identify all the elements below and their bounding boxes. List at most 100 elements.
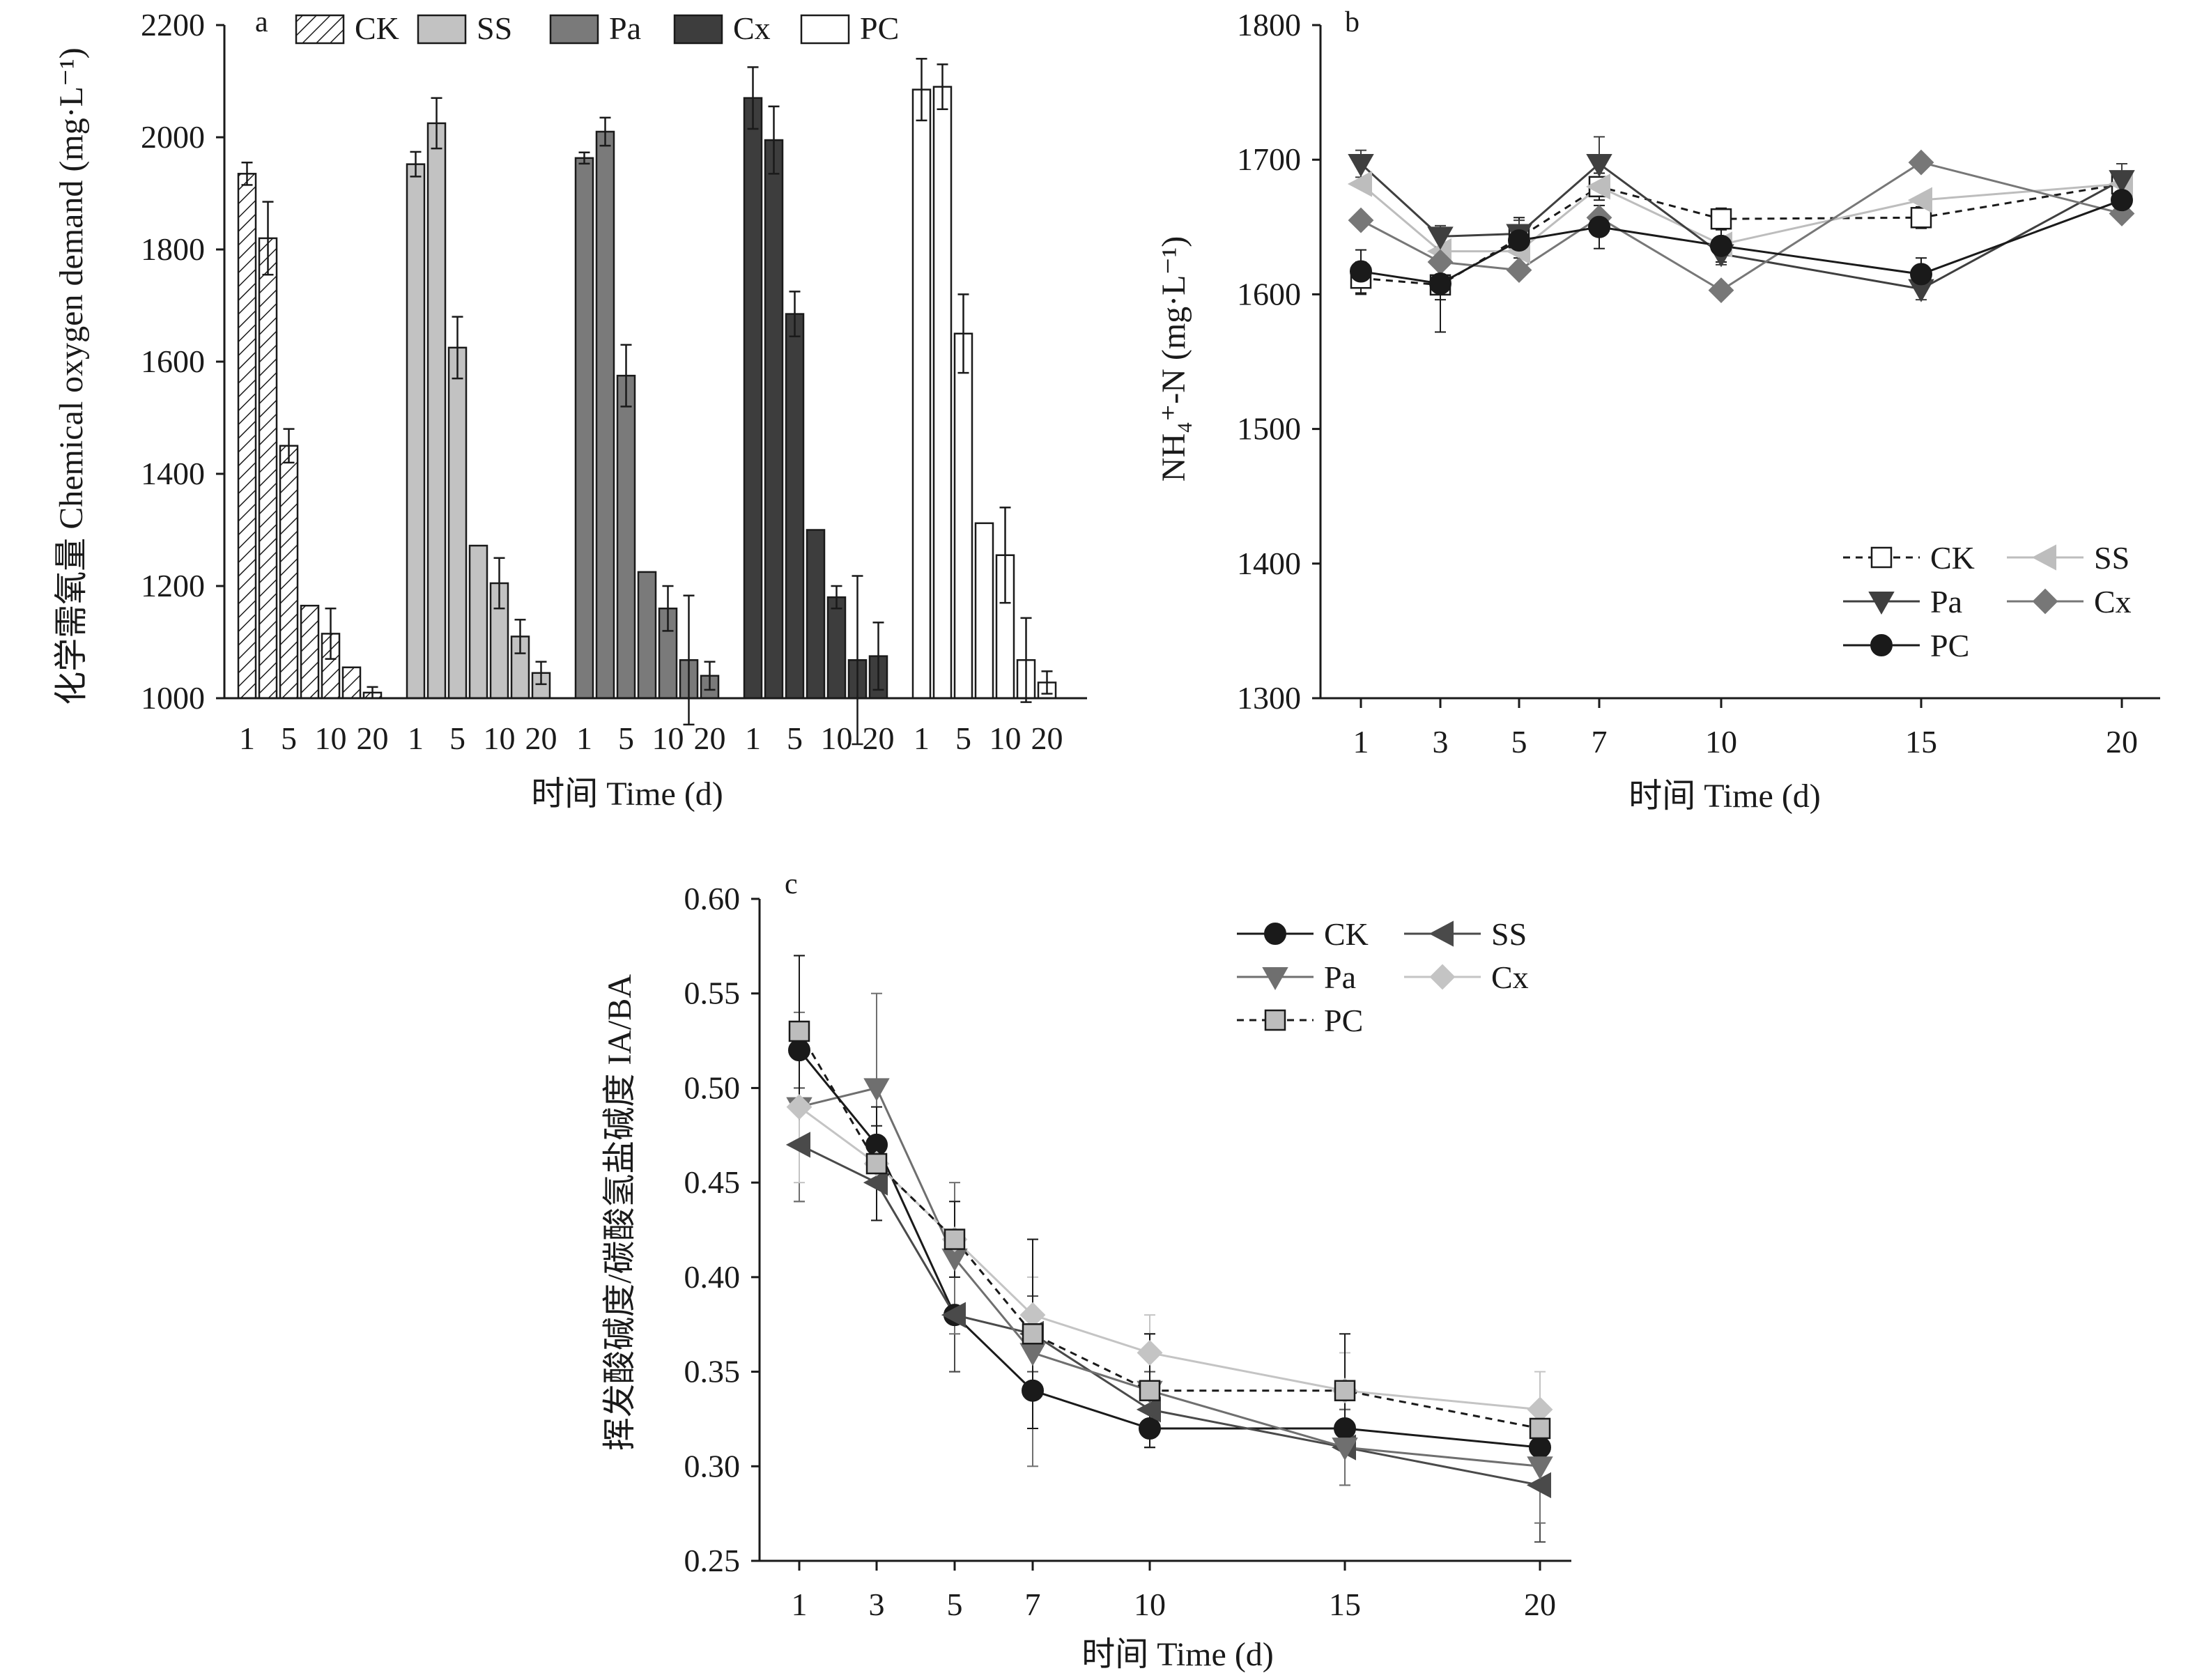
panel-b-x-tick-label: 1 bbox=[1353, 724, 1369, 760]
panel-a-x-tick-label: 10 bbox=[989, 720, 1022, 756]
panel-c-series bbox=[785, 955, 1553, 1543]
panel-c-point bbox=[785, 1132, 810, 1158]
panel-c-point bbox=[1526, 1472, 1551, 1499]
panel-c-point bbox=[1334, 1417, 1356, 1440]
panel-c-legend-marker bbox=[1428, 920, 1454, 947]
panel-a-legend: CK SS Pa Cx PC bbox=[295, 10, 899, 46]
panel-c-xlabel: 时间 Time (d) bbox=[1081, 1636, 1274, 1673]
panel-a-x-tick-label: 1 bbox=[239, 720, 255, 756]
panel-a-bar bbox=[953, 332, 973, 700]
panel-c-point bbox=[788, 1039, 810, 1062]
panel-c-x-tick-label: 10 bbox=[1134, 1587, 1166, 1622]
panel-a-bar bbox=[237, 173, 257, 700]
panel-a-y-tick-label: 2200 bbox=[141, 7, 205, 43]
panel-c-x-ticks: 1 3 5 7 10 15 20 bbox=[792, 1561, 1556, 1622]
panel-a-bar bbox=[785, 313, 805, 700]
panel-c-legend-marker bbox=[1262, 967, 1288, 991]
panel-b-x-ticks: 1 3 5 7 10 15 20 bbox=[1353, 698, 2138, 760]
panel-b-ylabel-text: NH₄⁺-N (mg·L⁻¹) bbox=[1155, 236, 1192, 481]
panel-a-y-tick-label: 1200 bbox=[141, 568, 205, 603]
panel-a-chart: a 化学需氧量 Chemical oxygen demand (mg·L⁻¹) … bbox=[53, 6, 1087, 812]
panel-a-x-tick-label: 5 bbox=[449, 720, 465, 756]
panel-a-bars bbox=[237, 58, 1057, 746]
panel-a-bar bbox=[406, 163, 426, 700]
panel-c-point bbox=[865, 1153, 888, 1175]
panel-c-x-tick-label: 15 bbox=[1329, 1587, 1361, 1622]
panel-a-bar bbox=[764, 139, 784, 700]
panel-b-legend: CK SS Pa Cx PC bbox=[1843, 540, 2132, 663]
panel-b-point bbox=[1910, 263, 1932, 286]
panel-c-point bbox=[1137, 1340, 1163, 1366]
panel-c-legend-label: Cx bbox=[1491, 960, 1529, 995]
panel-a-x-tick-label: 1 bbox=[576, 720, 592, 756]
panel-c-point bbox=[786, 1094, 812, 1120]
panel-c-legend-marker bbox=[1429, 964, 1456, 990]
panel-b-point bbox=[1350, 260, 1372, 283]
panel-a-bar bbox=[279, 445, 299, 700]
panel-a-x-tick-label: 5 bbox=[618, 720, 634, 756]
panel-a-x-tick-label: 20 bbox=[357, 720, 389, 756]
panel-c-x-tick-label: 20 bbox=[1524, 1587, 1556, 1622]
panel-a-bar bbox=[974, 522, 994, 700]
panel-b-series bbox=[1347, 136, 2135, 333]
panel-a-x-tick-label: 5 bbox=[787, 720, 803, 756]
panel-b-series-line bbox=[1360, 161, 2123, 292]
panel-c-point bbox=[941, 1302, 966, 1328]
panel-a-x-tick-label: 20 bbox=[863, 720, 895, 756]
panel-a-bar bbox=[911, 88, 932, 700]
panel-a-x-tick-label: 10 bbox=[652, 720, 684, 756]
panel-b-point bbox=[1588, 215, 1610, 238]
panel-c-y-tick-label: 0.60 bbox=[684, 881, 741, 916]
panel-b-legend-label: Cx bbox=[2094, 584, 2132, 619]
panel-a-letter: a bbox=[255, 6, 268, 38]
panel-a-legend-swatch bbox=[673, 14, 723, 45]
panel-a-bar bbox=[426, 122, 447, 700]
panel-a-y-tick-label: 1400 bbox=[141, 456, 205, 491]
panel-c-chart: c 挥发酸碱度/碳酸氢盐碱度 IA/BA 时间 Time (d) 0.25 0.3… bbox=[601, 868, 1571, 1673]
panel-a-y-ticks: 1000 1200 1400 1600 1800 2000 2200 bbox=[141, 7, 224, 716]
panel-b-legend-marker bbox=[1868, 592, 1895, 615]
panel-b-x-tick-label: 10 bbox=[1705, 724, 1737, 760]
panel-a-ylabel: 化学需氧量 Chemical oxygen demand (mg·L⁻¹) bbox=[53, 47, 90, 705]
panel-a-bar bbox=[258, 237, 278, 700]
panel-c-point bbox=[1332, 1438, 1358, 1461]
panel-c-y-tick-label: 0.55 bbox=[684, 976, 741, 1011]
panel-a-legend-swatch bbox=[295, 14, 345, 45]
panel-c-point bbox=[1019, 1343, 1046, 1366]
panel-c-x-tick-label: 5 bbox=[947, 1587, 963, 1622]
panel-c-point bbox=[1527, 1456, 1553, 1480]
panel-c-series-line bbox=[798, 1049, 1541, 1449]
panel-a-legend-label: SS bbox=[477, 10, 512, 46]
panel-b-series-line bbox=[1360, 162, 2123, 291]
panel-c-x-tick-label: 7 bbox=[1025, 1587, 1041, 1622]
panel-b-point bbox=[1508, 229, 1530, 252]
panel-a-x-tick-label: 20 bbox=[694, 720, 726, 756]
panel-c-series-line bbox=[799, 1086, 1541, 1467]
panel-c-x-tick-label: 3 bbox=[869, 1587, 885, 1622]
panel-b-point bbox=[2109, 170, 2135, 194]
panel-b-legend-marker bbox=[1870, 546, 1893, 569]
panel-b-point bbox=[1710, 208, 1732, 230]
panel-b-point bbox=[2111, 189, 2133, 212]
panel-c-point bbox=[863, 1078, 890, 1102]
panel-c-point bbox=[1022, 1379, 1044, 1402]
panel-a-legend-swatch bbox=[549, 14, 599, 45]
panel-c-point bbox=[1139, 1380, 1161, 1401]
panel-b-chart: b NH₄⁺-N (mg·L⁻¹) 时间 Time (d) 1300140015… bbox=[1155, 6, 2160, 815]
panel-c-y-tick-label: 0.40 bbox=[684, 1259, 741, 1295]
panel-b-y-tick-label: 1400 bbox=[1237, 546, 1301, 581]
panel-a-bar bbox=[637, 571, 657, 700]
panel-b-point bbox=[1429, 272, 1451, 295]
panel-a-y-tick-label: 1000 bbox=[141, 680, 205, 716]
panel-a-bar bbox=[826, 596, 847, 700]
panel-c-point bbox=[788, 1020, 810, 1042]
panel-a-legend-swatch bbox=[800, 14, 850, 45]
panel-b-point bbox=[1506, 257, 1532, 284]
panel-b-point bbox=[1586, 153, 1612, 178]
panel-c-series-line bbox=[799, 1106, 1541, 1411]
panel-b-axes bbox=[1319, 25, 2160, 700]
panel-a-bar bbox=[595, 130, 615, 700]
panel-a-legend-label: Pa bbox=[609, 10, 641, 46]
panel-b-point bbox=[1910, 207, 1932, 229]
